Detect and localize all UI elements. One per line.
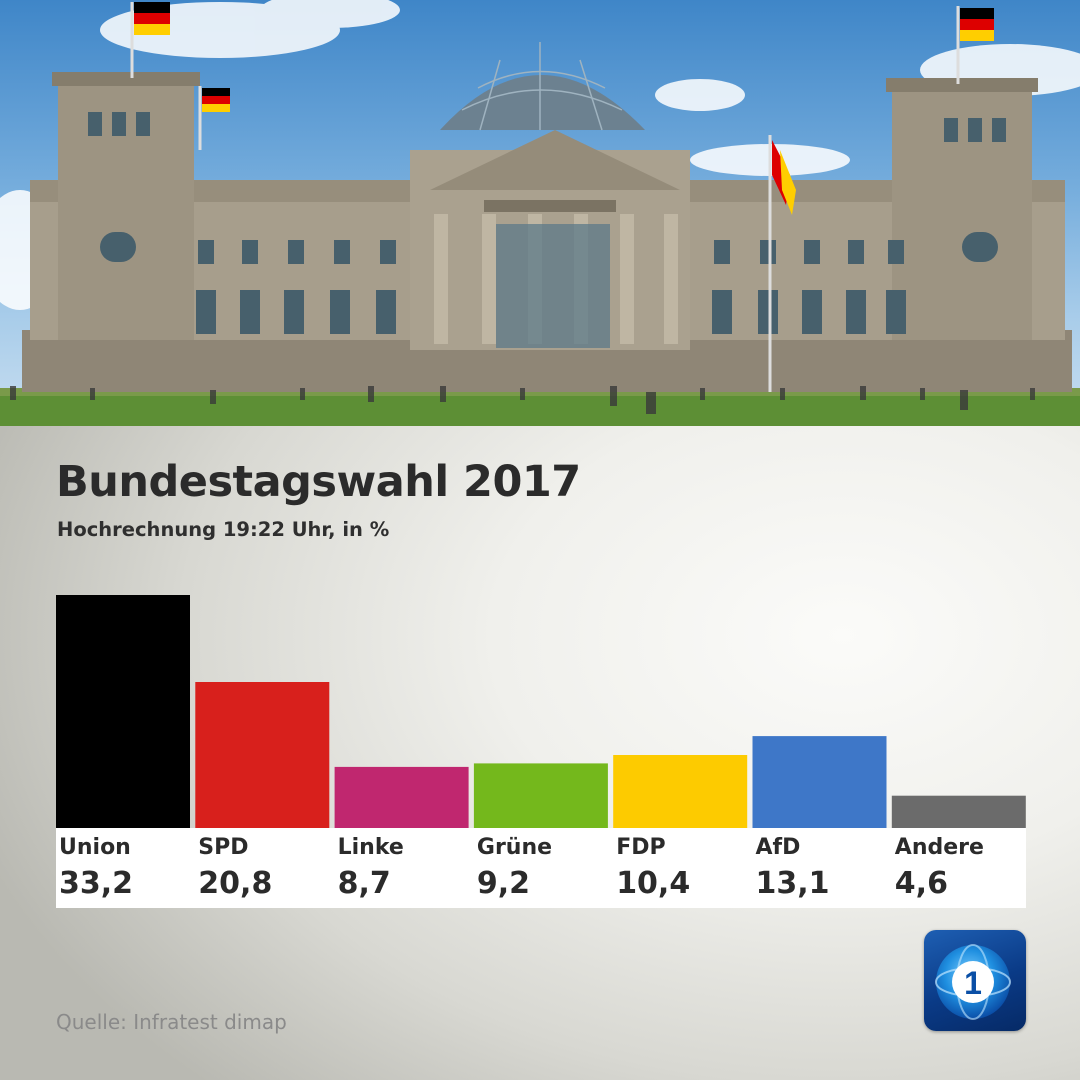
value-label: 9,2: [476, 866, 531, 901]
tagesschau-logo-icon: 1: [924, 930, 1026, 1031]
svg-text:1: 1: [964, 965, 982, 1001]
chart-title: Bundestagswahl 2017: [56, 457, 581, 507]
category-label: Linke: [337, 835, 404, 860]
reichstag-illustration: [0, 0, 1080, 426]
value-label: 10,4: [616, 866, 691, 901]
bar-grüne: [473, 763, 608, 828]
value-label: 4,6: [894, 866, 948, 901]
category-label: Union: [59, 835, 131, 860]
bar-andere: [891, 795, 1026, 828]
label-strip: [56, 828, 1026, 908]
value-label: 13,1: [755, 866, 830, 901]
category-label: Grüne: [476, 835, 553, 860]
bar-chart: [56, 595, 1026, 828]
category-label: SPD: [198, 835, 249, 860]
source-note: Quelle: Infratest dimap: [56, 1010, 287, 1034]
chart-subtitle: Hochrechnung 19:22 Uhr, in %: [57, 518, 390, 541]
reichstag-photo: [0, 0, 1080, 426]
bar-linke: [334, 766, 469, 828]
category-label: AfD: [755, 835, 801, 860]
value-label: 8,7: [337, 866, 391, 901]
value-label: 33,2: [59, 866, 134, 901]
bar-afd: [752, 736, 887, 828]
bar-spd: [195, 682, 330, 828]
category-label: Andere: [894, 835, 984, 860]
bar-fdp: [613, 755, 748, 828]
value-label: 20,8: [198, 866, 273, 901]
category-label: FDP: [616, 835, 666, 860]
bar-union: [56, 595, 190, 828]
